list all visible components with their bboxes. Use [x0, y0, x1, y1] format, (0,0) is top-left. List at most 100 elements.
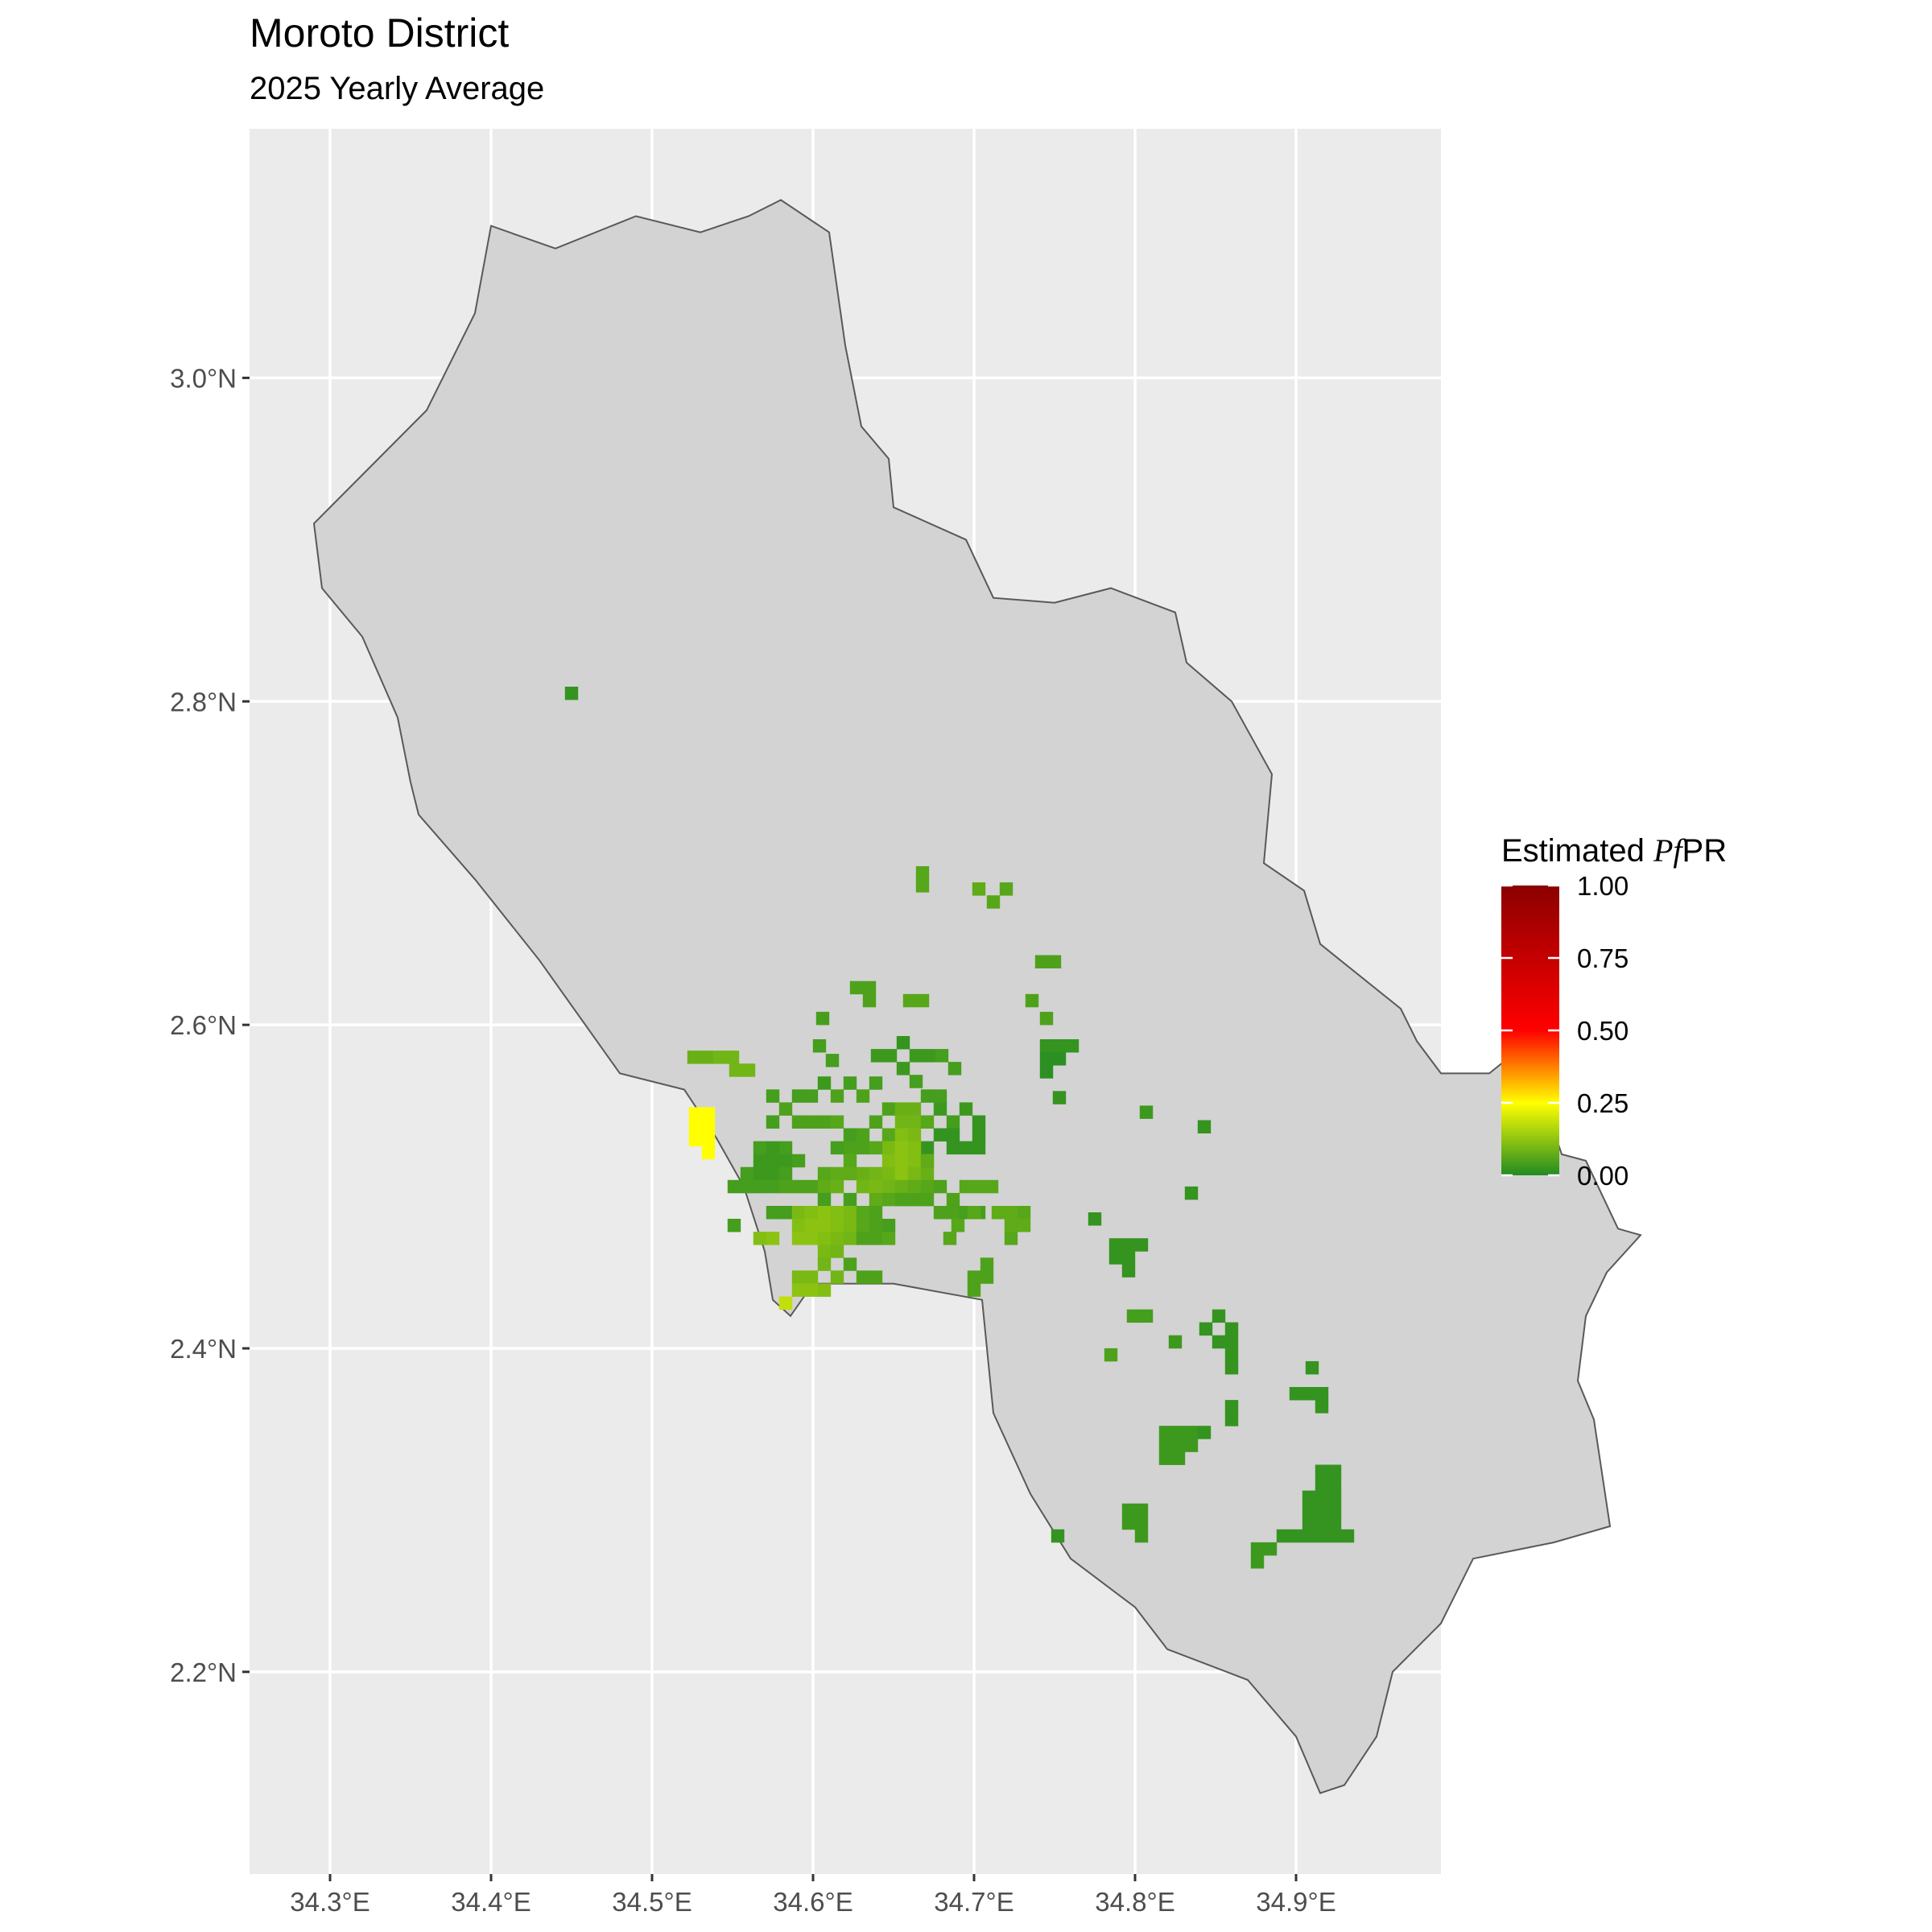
- pfpr-cell: [881, 1154, 896, 1168]
- pfpr-cell: [920, 1179, 935, 1194]
- pfpr-cell: [1126, 1309, 1141, 1323]
- pfpr-cell: [843, 1206, 857, 1220]
- pfpr-cell: [688, 1120, 703, 1133]
- pfpr-cell: [881, 1232, 896, 1245]
- pfpr-cell: [727, 1179, 741, 1194]
- pfpr-cell: [1327, 1477, 1342, 1491]
- pfpr-cell: [791, 1219, 806, 1232]
- pfpr-cell: [1004, 1206, 1018, 1220]
- pfpr-cell: [843, 1192, 857, 1207]
- legend-title-italic: Pf: [1653, 832, 1682, 869]
- pfpr-cell: [869, 1270, 883, 1284]
- pfpr-cell: [843, 1128, 857, 1141]
- pfpr-cell: [1134, 1516, 1149, 1530]
- y-tick-label: 2.8°N: [170, 687, 237, 716]
- pfpr-cell: [856, 1141, 870, 1155]
- pfpr-cell: [791, 1154, 806, 1168]
- pfpr-cell: [920, 1141, 935, 1155]
- pfpr-cell: [817, 1179, 832, 1194]
- pfpr-cell: [1302, 1503, 1316, 1517]
- pfpr-cell: [1121, 1251, 1136, 1265]
- legend-label: 0.25: [1577, 1088, 1629, 1118]
- pfpr-cell: [849, 980, 864, 995]
- pfpr-cell: [1327, 1503, 1342, 1517]
- pfpr-cell: [1121, 1503, 1136, 1517]
- pfpr-cell: [896, 1036, 910, 1050]
- pfpr-cell: [815, 1011, 830, 1026]
- pfpr-cell: [843, 1076, 857, 1090]
- pfpr-cell: [1315, 1490, 1329, 1505]
- pfpr-cell: [1121, 1264, 1136, 1278]
- pfpr-cell: [1139, 1105, 1154, 1119]
- pfpr-cell: [817, 1115, 832, 1129]
- pfpr-cell: [856, 1089, 870, 1103]
- legend-title-prefix: Estimated: [1501, 833, 1653, 869]
- pfpr-cell: [881, 1141, 896, 1155]
- pfpr-cell: [1327, 1516, 1342, 1530]
- pfpr-cell: [1212, 1309, 1226, 1323]
- pfpr-cell: [1134, 1238, 1149, 1252]
- pfpr-cell: [933, 1128, 947, 1141]
- pfpr-cell: [894, 1128, 909, 1141]
- pfpr-cell: [933, 1206, 947, 1220]
- pfpr-cell: [869, 1192, 883, 1207]
- pfpr-cell: [701, 1107, 716, 1121]
- pfpr-cell: [830, 1115, 844, 1129]
- pfpr-cell: [909, 1049, 923, 1063]
- pfpr-cell: [1158, 1451, 1173, 1465]
- pfpr-cell: [1250, 1555, 1265, 1569]
- pfpr-cell: [687, 1051, 701, 1064]
- pfpr-cell: [804, 1232, 819, 1245]
- pfpr-cell: [830, 1141, 844, 1155]
- pfpr-cell: [894, 1154, 909, 1168]
- pfpr-cell: [1039, 1052, 1054, 1066]
- pfpr-cell: [933, 1179, 947, 1194]
- pfpr-cell: [907, 1115, 922, 1129]
- pfpr-cell: [1327, 1490, 1342, 1505]
- pfpr-cell: [817, 1192, 832, 1207]
- pfpr-cell: [1134, 1503, 1149, 1517]
- pfpr-cell: [1047, 955, 1062, 968]
- pfpr-cell: [1004, 1232, 1018, 1245]
- pfpr-cell: [817, 1166, 832, 1181]
- pfpr-cell: [1017, 1219, 1031, 1232]
- pfpr-cell: [1184, 1426, 1199, 1439]
- y-tick-label: 2.4°N: [170, 1334, 237, 1364]
- pfpr-cell: [1289, 1387, 1303, 1401]
- pfpr-cell: [951, 1219, 965, 1232]
- pfpr-cell: [881, 1102, 896, 1116]
- pfpr-cell: [946, 1128, 960, 1141]
- pfpr-cell: [869, 1076, 883, 1090]
- pfpr-cell: [856, 1232, 870, 1245]
- legend-label: 0.50: [1577, 1016, 1629, 1046]
- pfpr-cell: [1315, 1503, 1329, 1517]
- pfpr-cell: [843, 1166, 857, 1181]
- pfpr-cell: [817, 1232, 832, 1245]
- pfpr-cell: [753, 1179, 767, 1194]
- pfpr-cell: [701, 1133, 716, 1147]
- pfpr-cell: [817, 1219, 832, 1232]
- pfpr-cell: [766, 1115, 780, 1129]
- pfpr-cell: [700, 1051, 714, 1064]
- pfpr-cell: [1052, 1052, 1067, 1066]
- pfpr-cell: [1184, 1439, 1199, 1452]
- pfpr-cell: [907, 1179, 922, 1194]
- pfpr-cell: [1276, 1529, 1290, 1543]
- pfpr-cell: [1171, 1426, 1186, 1439]
- legend-label: 0.75: [1577, 943, 1629, 973]
- pfpr-cell: [1039, 1039, 1054, 1053]
- pfpr-cell: [869, 1166, 883, 1181]
- pfpr-cell: [933, 1102, 947, 1116]
- pfpr-cell: [804, 1270, 819, 1284]
- pfpr-cell: [843, 1257, 857, 1271]
- pfpr-cell: [830, 1179, 844, 1194]
- pfpr-cell: [856, 1128, 870, 1141]
- pfpr-cell: [946, 1206, 960, 1220]
- pfpr-cell: [986, 895, 1001, 909]
- pfpr-cell: [1327, 1529, 1342, 1543]
- pfpr-cell: [967, 1283, 981, 1297]
- pfpr-cell: [817, 1206, 832, 1220]
- legend-title-suffix: PR: [1682, 833, 1728, 869]
- pfpr-cell: [881, 1179, 896, 1194]
